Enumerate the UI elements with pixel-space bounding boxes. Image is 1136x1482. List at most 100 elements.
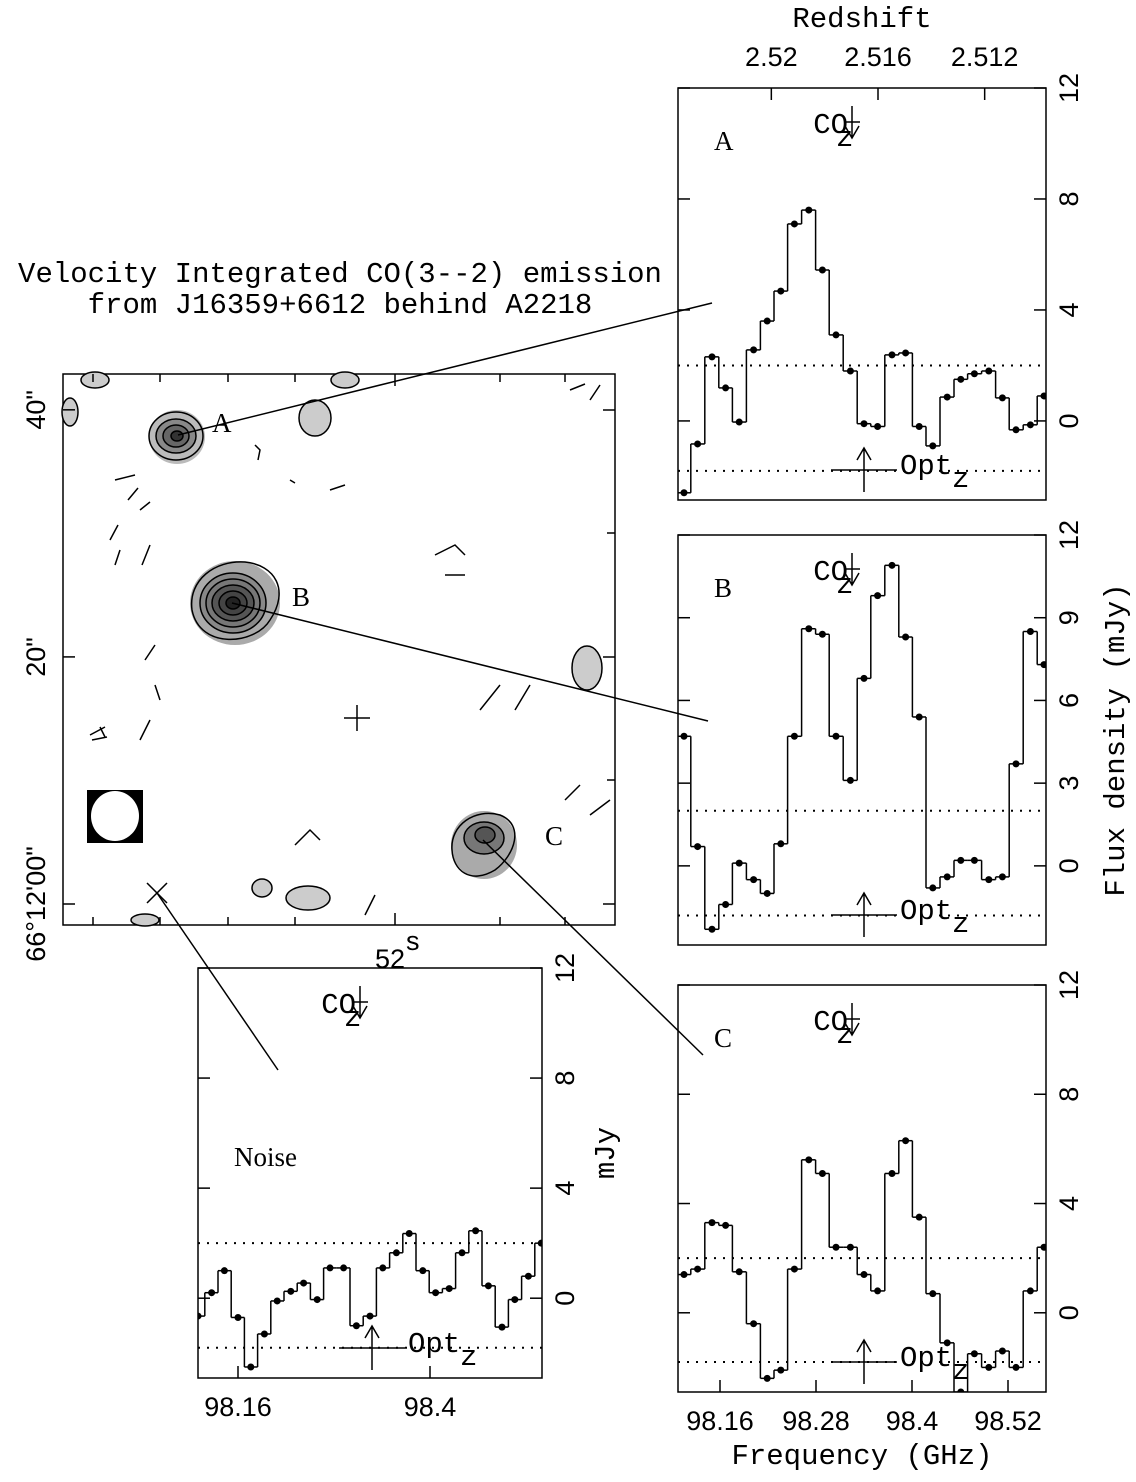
channel-point	[392, 1249, 400, 1257]
channel-point	[260, 1330, 268, 1338]
y-tick-label: 40"	[21, 390, 51, 430]
channel-point	[943, 1339, 951, 1347]
channel-point	[985, 367, 993, 375]
channel-point	[326, 1264, 334, 1272]
channel-point	[888, 351, 896, 359]
opt-arrow	[831, 1338, 897, 1384]
source-label: B	[292, 582, 310, 612]
channel-point	[432, 1289, 440, 1297]
co-arrow	[352, 986, 368, 1020]
channel-point	[234, 1313, 242, 1321]
y-tick-label: 12	[1054, 520, 1084, 550]
channel-point	[874, 422, 882, 430]
channel-point	[537, 1239, 542, 1247]
channel-point	[874, 1287, 882, 1295]
y-tick-label: 0	[1054, 413, 1084, 428]
source-a	[148, 410, 205, 464]
channel-point	[985, 876, 993, 884]
y-tick-label: 4	[550, 1181, 580, 1196]
channel-point	[888, 561, 896, 569]
co-sub: z	[836, 1019, 853, 1052]
channel-point	[750, 1320, 758, 1328]
source-label: A	[212, 408, 232, 438]
channel-point	[750, 346, 758, 354]
opt-label: Opt	[900, 450, 952, 483]
channel-point	[1012, 760, 1020, 768]
y-tick-label: 12	[1054, 970, 1084, 1000]
channel-point	[805, 625, 813, 633]
channel-point	[846, 776, 854, 784]
channel-point	[208, 1289, 216, 1297]
channel-point	[970, 1350, 978, 1358]
x-tick-label: 98.28	[782, 1406, 850, 1436]
opt-arrow	[831, 891, 897, 937]
channel-point	[860, 674, 868, 682]
channel-point	[366, 1312, 374, 1320]
x2-tick-label: 2.512	[951, 42, 1019, 72]
title-line-2: from J16359+6612 behind A2218	[88, 289, 593, 322]
x-tick-label: 98.52	[974, 1406, 1042, 1436]
channel-point	[970, 370, 978, 378]
map-ticks	[92, 374, 615, 925]
channel-point	[790, 1265, 798, 1273]
channel-point	[805, 206, 813, 214]
x-axis-label: Frequency (GHz)	[731, 1440, 992, 1473]
opt-arrow	[831, 446, 897, 492]
channel-point	[929, 884, 937, 892]
channel-point	[708, 925, 716, 933]
map-frame	[62, 373, 616, 926]
channel-point	[735, 1268, 743, 1276]
channel-point	[405, 1230, 413, 1238]
channel-point	[846, 367, 854, 375]
channel-point	[777, 840, 785, 848]
channel-point	[929, 1290, 937, 1298]
channel-point	[498, 1323, 506, 1331]
noise-blobs	[61, 371, 603, 927]
channel-point	[985, 1363, 993, 1371]
y-tick-label: 12	[1054, 73, 1084, 103]
x2-tick-label: 2.516	[844, 42, 912, 72]
co-sub: z	[344, 1002, 361, 1035]
channel-point	[1026, 421, 1034, 429]
channel-point	[970, 856, 978, 864]
channel-point	[198, 1312, 202, 1320]
panel-label: Noise	[234, 1142, 297, 1172]
channel-point	[220, 1267, 228, 1275]
x2-axis-label: Redshift	[792, 3, 931, 36]
channel-point	[750, 876, 758, 884]
channel-point	[680, 732, 688, 740]
opt-sub: z	[460, 1341, 477, 1374]
channel-point	[287, 1287, 295, 1295]
channel-point	[735, 418, 743, 426]
panel-label: A	[714, 126, 734, 156]
y-tick-label: 66°12'00"	[21, 846, 51, 962]
channel-point	[273, 1297, 281, 1305]
channel-point	[1012, 1363, 1020, 1371]
channel-point	[722, 900, 730, 908]
y-tick-label: 3	[1054, 776, 1084, 791]
channel-point	[805, 1156, 813, 1164]
channel-point	[888, 1169, 896, 1177]
channel-point	[832, 732, 840, 740]
channel-point	[943, 393, 951, 401]
channel-point	[790, 732, 798, 740]
channel-point	[445, 1285, 453, 1293]
channel-point	[694, 843, 702, 851]
opt-label: Opt	[900, 895, 952, 928]
channel-point	[832, 1243, 840, 1251]
panel-label: B	[714, 573, 732, 603]
channel-point	[1040, 392, 1046, 400]
channel-point	[484, 1282, 492, 1290]
panel-frame	[677, 984, 1047, 1393]
channel-point	[352, 1322, 360, 1330]
y-tick-label: 20"	[21, 637, 51, 677]
co-label: CO	[813, 556, 848, 589]
channel-point	[915, 422, 923, 430]
co-label: CO	[813, 109, 848, 142]
y-tick-label: 8	[1054, 1087, 1084, 1102]
x-tick-label: 98.16	[686, 1406, 754, 1436]
negative-contours	[89, 383, 611, 916]
y-tick-label: 9	[1054, 610, 1084, 625]
